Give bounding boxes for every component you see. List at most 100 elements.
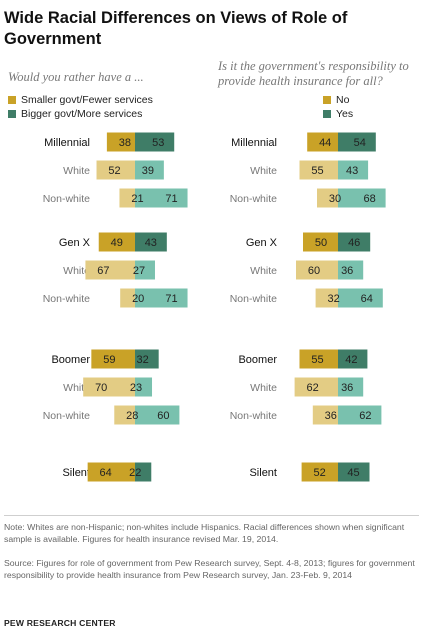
right-value-label-positive-gen-x: 46 bbox=[348, 237, 360, 249]
left-bar-positive-silent bbox=[135, 462, 152, 482]
left-value-label-negative-silent: 64 bbox=[100, 467, 112, 479]
left-row-label-millennial: Millennial bbox=[44, 137, 90, 149]
left-bar-negative-non-white bbox=[119, 188, 135, 208]
legend-item-bigger-govt: Bigger govt/More services bbox=[8, 108, 142, 120]
right-value-label-negative-non-white: 36 bbox=[325, 410, 337, 422]
right-bar-negative-gen-x bbox=[303, 232, 338, 252]
right-bar-positive-white bbox=[338, 260, 364, 280]
right-value-label-positive-non-white: 68 bbox=[363, 193, 375, 205]
right-row-label-non-white: Non-white bbox=[230, 293, 277, 305]
left-subtitle: Would you rather have a ... bbox=[8, 70, 144, 84]
left-bar-positive-white bbox=[135, 377, 153, 397]
legend-swatch-dark-gold bbox=[8, 96, 16, 104]
legend-swatch-dark-teal bbox=[8, 110, 16, 118]
left-value-label-negative-gen-x: 49 bbox=[111, 237, 123, 249]
right-row-label-non-white: Non-white bbox=[230, 410, 277, 422]
right-value-label-negative-white: 55 bbox=[311, 165, 323, 177]
left-row-label-silent: Silent bbox=[62, 467, 90, 479]
left-value-label-positive-gen-x: 43 bbox=[145, 237, 157, 249]
left-row-label-non-white: Non-white bbox=[43, 410, 90, 422]
legend-swatch-dark-teal bbox=[323, 110, 331, 118]
legend-label-yes: Yes bbox=[336, 108, 354, 120]
right-bar-negative-white bbox=[296, 260, 338, 280]
right-bar-positive-millennial bbox=[338, 132, 376, 152]
right-row-label-white: White bbox=[250, 382, 277, 394]
left-row-label-boomer: Boomer bbox=[51, 354, 90, 366]
right-bar-positive-non-white bbox=[338, 188, 386, 208]
right-value-label-positive-millennial: 54 bbox=[354, 137, 366, 149]
right-row-label-boomer: Boomer bbox=[238, 354, 277, 366]
left-row-label-non-white: Non-white bbox=[43, 293, 90, 305]
legend-label-bigger-govt: Bigger govt/More services bbox=[21, 108, 143, 120]
left-bar-positive-non-white bbox=[135, 188, 188, 208]
right-value-label-positive-boomer: 42 bbox=[345, 354, 357, 366]
left-bar-negative-non-white bbox=[114, 405, 135, 425]
left-bar-negative-white bbox=[85, 260, 135, 280]
left-bar-negative-white bbox=[83, 377, 135, 397]
legend-swatch-dark-gold bbox=[323, 96, 331, 104]
left-row-label-non-white: Non-white bbox=[43, 193, 90, 205]
legend-item-yes: Yes bbox=[323, 108, 353, 120]
left-value-label-negative-boomer: 59 bbox=[103, 354, 115, 366]
legend-item-no: No bbox=[323, 94, 349, 106]
left-value-label-negative-non-white: 28 bbox=[126, 410, 138, 422]
right-value-label-negative-non-white: 30 bbox=[329, 193, 341, 205]
left-value-label-negative-white: 70 bbox=[95, 382, 107, 394]
right-row-label-non-white: Non-white bbox=[230, 193, 277, 205]
left-value-label-positive-non-white: 60 bbox=[157, 410, 169, 422]
left-value-label-positive-white: 27 bbox=[133, 265, 145, 277]
legend-label-smaller-govt: Smaller govt/Fewer services bbox=[21, 94, 153, 106]
pew-research-center-logo: PEW RESEARCH CENTER bbox=[4, 618, 116, 628]
left-value-label-positive-non-white: 71 bbox=[165, 293, 177, 305]
right-value-label-positive-non-white: 62 bbox=[359, 410, 371, 422]
chart-title: Wide Racial Differences on Views of Role… bbox=[4, 9, 348, 48]
right-bar-positive-non-white bbox=[338, 405, 382, 425]
right-value-label-negative-non-white: 32 bbox=[327, 293, 339, 305]
right-value-label-negative-white: 60 bbox=[308, 265, 320, 277]
right-bar-negative-white bbox=[294, 377, 338, 397]
left-value-label-negative-non-white: 21 bbox=[131, 193, 143, 205]
right-value-label-negative-boomer: 55 bbox=[311, 354, 323, 366]
right-value-label-negative-millennial: 44 bbox=[319, 137, 331, 149]
notes-divider bbox=[4, 515, 419, 516]
right-row-label-millennial: Millennial bbox=[231, 137, 277, 149]
right-bar-positive-boomer bbox=[338, 349, 368, 369]
right-bar-negative-silent bbox=[301, 462, 338, 482]
left-bar-negative-millennial bbox=[106, 132, 135, 152]
right-value-label-negative-gen-x: 50 bbox=[315, 237, 327, 249]
left-value-label-positive-non-white: 71 bbox=[165, 193, 177, 205]
legend-label-no: No bbox=[336, 94, 350, 106]
right-value-label-positive-white: 43 bbox=[346, 165, 358, 177]
left-bar-positive-millennial bbox=[135, 132, 175, 152]
right-bar-negative-non-white bbox=[315, 288, 338, 308]
right-value-label-positive-non-white: 64 bbox=[361, 293, 373, 305]
right-row-label-white: White bbox=[250, 165, 277, 177]
left-bar-positive-non-white bbox=[135, 405, 180, 425]
left-row-label-white: White bbox=[63, 265, 90, 277]
right-value-label-negative-white: 62 bbox=[306, 382, 318, 394]
right-value-label-negative-silent: 52 bbox=[313, 467, 325, 479]
right-row-label-gen-x: Gen X bbox=[246, 237, 278, 249]
left-bar-negative-white bbox=[96, 160, 135, 180]
left-bar-negative-non-white bbox=[120, 288, 135, 308]
right-row-label-silent: Silent bbox=[249, 467, 277, 479]
right-value-label-positive-white: 36 bbox=[341, 382, 353, 394]
left-row-label-gen-x: Gen X bbox=[59, 237, 91, 249]
right-bar-negative-white bbox=[299, 160, 338, 180]
left-value-label-negative-millennial: 38 bbox=[119, 137, 131, 149]
left-value-label-positive-boomer: 32 bbox=[137, 354, 149, 366]
right-bar-positive-white bbox=[338, 377, 364, 397]
left-bar-positive-gen-x bbox=[135, 232, 167, 252]
right-bar-negative-non-white bbox=[312, 405, 338, 425]
left-bar-positive-white bbox=[135, 160, 164, 180]
right-bar-negative-non-white bbox=[317, 188, 338, 208]
left-bar-positive-non-white bbox=[135, 288, 188, 308]
right-bar-positive-non-white bbox=[338, 288, 383, 308]
right-value-label-positive-white: 36 bbox=[341, 265, 353, 277]
source-text: Source: Figures for role of government f… bbox=[4, 558, 415, 580]
right-subtitle: Is it the government's responsibility to… bbox=[218, 59, 409, 88]
right-bar-positive-white bbox=[338, 160, 369, 180]
left-value-label-positive-white: 23 bbox=[130, 382, 142, 394]
left-bar-negative-boomer bbox=[91, 349, 135, 369]
left-bar-positive-white bbox=[135, 260, 155, 280]
